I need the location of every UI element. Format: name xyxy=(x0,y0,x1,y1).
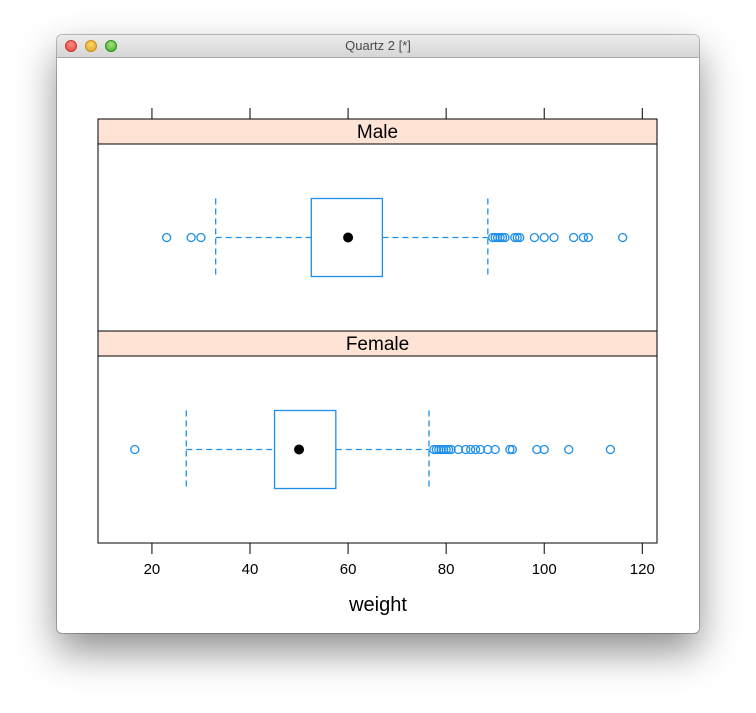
outlier-point xyxy=(161,232,172,243)
quartz-window: Quartz 2 [*] 20 40 60 80 100 120 Male Female we… xyxy=(57,35,699,633)
outlier-point xyxy=(512,232,522,243)
outlier-point xyxy=(539,444,549,455)
outlier-point xyxy=(510,232,520,243)
strip-label: Male xyxy=(357,122,398,143)
outlier-point xyxy=(497,232,508,243)
x-tick-label: 60 xyxy=(340,561,357,578)
outlier-point xyxy=(470,444,481,455)
outlier-point xyxy=(196,232,206,243)
outlier-point xyxy=(549,232,559,243)
x-axis-label: weight xyxy=(348,594,407,616)
median-dot xyxy=(343,232,354,243)
x-tick-label: 20 xyxy=(144,561,161,578)
panel-frame xyxy=(97,355,658,544)
close-window-button[interactable] xyxy=(65,40,77,52)
outlier-point xyxy=(443,444,454,455)
outlier-point xyxy=(529,232,540,243)
outlier-point xyxy=(583,232,594,243)
title-bar[interactable]: Quartz 2 [*] xyxy=(57,35,699,58)
outlier-point xyxy=(539,232,549,243)
outlier-point xyxy=(130,444,140,455)
zoom-window-button[interactable] xyxy=(105,40,117,52)
outlier-point xyxy=(568,232,579,243)
outlier-point xyxy=(186,232,196,243)
outlier-point xyxy=(500,232,510,243)
outlier-point xyxy=(495,232,505,243)
outlier-point xyxy=(515,232,525,243)
boxplot-chart: 20 40 60 80 100 120 Male Female weight xyxy=(97,108,658,616)
iqr-box xyxy=(310,197,384,278)
outlier-point xyxy=(564,444,574,455)
x-tick-label: 40 xyxy=(242,561,259,578)
minimize-window-button[interactable] xyxy=(85,40,97,52)
strip-label: Female xyxy=(346,334,409,355)
x-tick-label: 100 xyxy=(532,561,557,578)
outlier-point xyxy=(466,444,476,455)
x-tick-label: 80 xyxy=(438,561,455,578)
outlier-point xyxy=(507,444,517,455)
strip-female xyxy=(97,330,658,357)
outlier-point xyxy=(605,444,616,455)
outlier-point xyxy=(461,444,471,455)
x-tick-label: 120 xyxy=(630,561,655,578)
window-title: Quartz 2 [*] xyxy=(345,38,411,53)
outlier-point xyxy=(505,444,515,455)
median-dot xyxy=(294,444,305,455)
outlier-point xyxy=(618,232,628,243)
outlier-point xyxy=(578,232,589,243)
iqr-box xyxy=(273,409,337,490)
outlier-point xyxy=(490,444,500,455)
outlier-point xyxy=(441,444,451,455)
panel-frame xyxy=(97,143,658,332)
